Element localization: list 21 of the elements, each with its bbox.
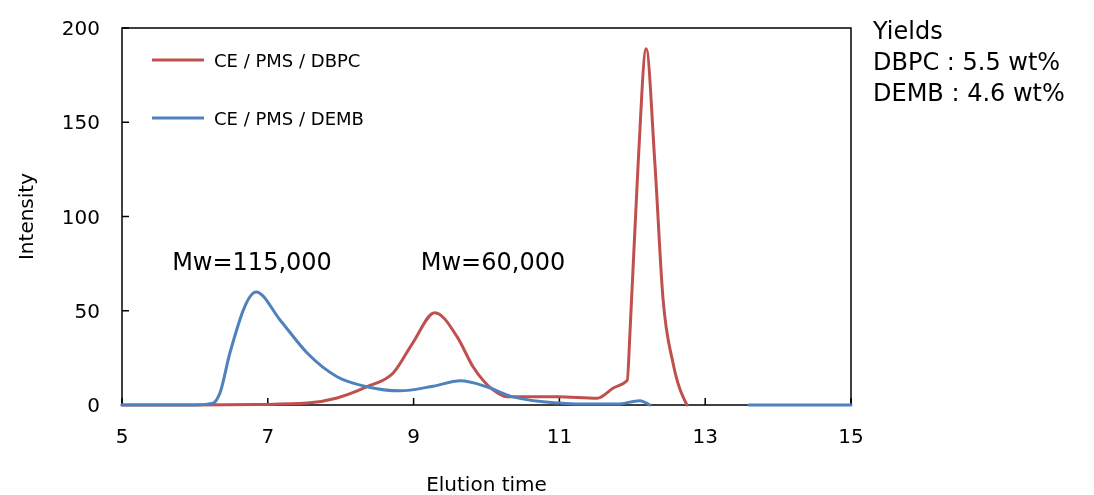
legend-label: CE / PMS / DEMB — [214, 108, 364, 129]
text: DBPC : 5.5 wt% — [873, 48, 1061, 76]
annotation: Mw=115,000 — [172, 248, 332, 276]
y-tick-label: 50 — [74, 298, 100, 323]
y-tick-label: 150 — [61, 110, 100, 135]
line-series — [120, 290, 652, 407]
x-tick-label: 11 — [546, 424, 573, 448]
x-tick-label: 5 — [115, 424, 129, 448]
x-tick-label: 13 — [692, 424, 718, 448]
x-tick-label: 7 — [261, 424, 275, 448]
x-tick-label: 9 — [407, 424, 420, 448]
y-tick-label: 100 — [61, 204, 100, 229]
y-tick-label: 0 — [87, 393, 100, 417]
text: DEMB : 4.6 wt% — [873, 79, 1065, 107]
legend-label: CE / PMS / DBPC — [214, 50, 361, 71]
y-axis-title: Intensity — [14, 172, 38, 261]
y-tick-label: 200 — [61, 16, 100, 40]
x-tick-label: 15 — [838, 424, 864, 448]
text: Yields — [872, 17, 943, 45]
annotation: Mw=60,000 — [420, 248, 566, 276]
x-axis-title: Elution time — [426, 472, 547, 495]
